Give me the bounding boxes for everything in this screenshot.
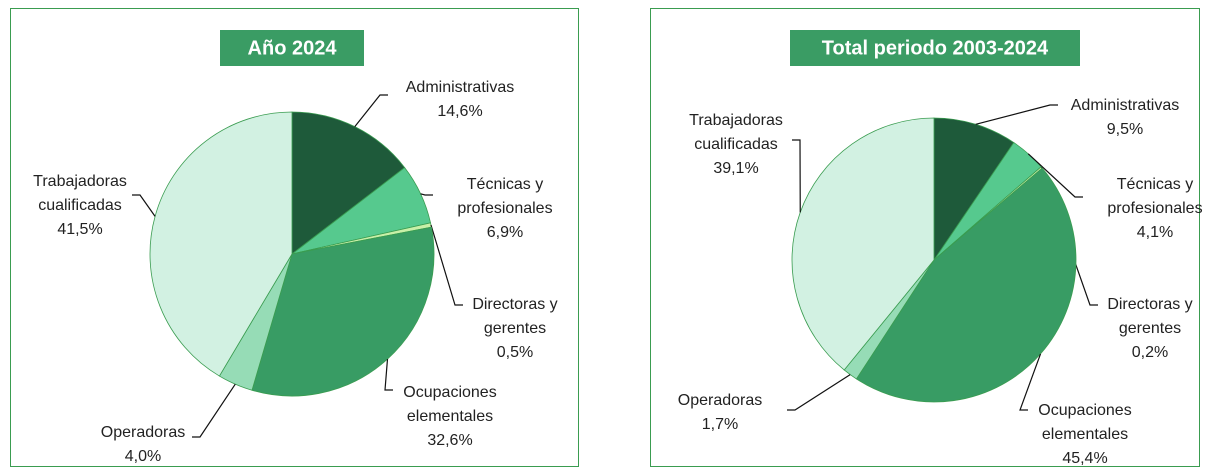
pie-slice — [251, 226, 435, 397]
slice-label: Trabajadoras cualificadas — [33, 173, 127, 214]
slice-label: Directoras y gerentes — [1107, 296, 1192, 337]
slice-label: Administrativas — [1071, 97, 1179, 114]
slice-label: Técnicas y profesionales — [1107, 176, 1202, 217]
value-label: 9,5% — [1107, 121, 1143, 138]
pie-slice — [933, 117, 1015, 262]
title-box — [790, 30, 1080, 66]
slice-label: Trabajadoras cualificadas — [689, 112, 783, 153]
slice-label: Ocupaciones elementales — [1038, 402, 1131, 443]
value-label: 32,6% — [427, 432, 472, 449]
leader-line — [430, 224, 463, 306]
leader-line — [1027, 153, 1083, 198]
chart-title: Año 2024 — [248, 37, 338, 59]
leader-line — [132, 194, 156, 217]
pie-slice — [855, 167, 1077, 403]
leader-line — [975, 104, 1058, 125]
leader-line — [192, 383, 236, 438]
value-label: 1,7% — [702, 416, 738, 433]
leader-line — [787, 374, 851, 411]
leader-line — [792, 139, 801, 213]
leader-line — [354, 94, 388, 128]
slice-label: Operadoras — [678, 392, 763, 409]
value-label: 4,0% — [125, 448, 161, 465]
value-label: 4,1% — [1137, 224, 1173, 241]
slice-label: Técnicas y profesionales — [457, 176, 552, 217]
slice-label: Operadoras — [101, 424, 186, 441]
value-label: 14,6% — [437, 103, 482, 120]
chart-title: Total periodo 2003-2024 — [822, 37, 1049, 59]
leader-line — [420, 193, 433, 196]
leader-line — [384, 359, 393, 391]
value-label: 45,4% — [1062, 450, 1107, 467]
slice-label: Directoras y gerentes — [472, 296, 557, 337]
slice-label: Ocupaciones elementales — [403, 384, 496, 425]
value-label: 39,1% — [713, 160, 758, 177]
title-box — [220, 30, 364, 66]
leader-line — [1019, 353, 1042, 411]
value-label: 41,5% — [57, 221, 102, 238]
value-label: 0,5% — [497, 344, 533, 361]
value-label: 0,2% — [1132, 344, 1168, 361]
slice-label: Administrativas — [406, 79, 514, 96]
value-label: 6,9% — [487, 224, 523, 241]
pie-slice — [291, 111, 406, 255]
